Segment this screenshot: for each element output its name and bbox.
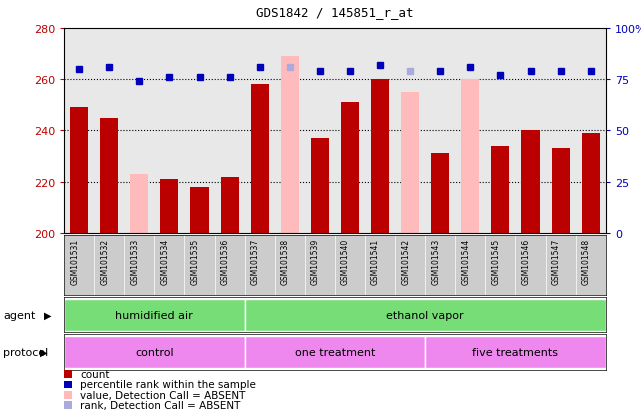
Text: GDS1842 / 145851_r_at: GDS1842 / 145851_r_at	[256, 6, 413, 19]
Text: GSM101536: GSM101536	[221, 238, 229, 285]
Bar	[251, 85, 269, 233]
Text: GSM101543: GSM101543	[431, 238, 440, 285]
Text: GSM101542: GSM101542	[401, 238, 410, 285]
Text: GSM101545: GSM101545	[492, 238, 501, 285]
Bar	[522, 131, 540, 233]
Text: GSM101535: GSM101535	[190, 238, 199, 285]
Bar	[130, 175, 148, 233]
Text: GSM101534: GSM101534	[160, 238, 169, 285]
Bar	[431, 154, 449, 233]
Bar	[221, 177, 238, 233]
Text: protocol: protocol	[3, 347, 49, 357]
Text: ethanol vapor: ethanol vapor	[387, 310, 464, 320]
Bar	[462, 80, 479, 233]
Bar	[581, 134, 600, 233]
Bar	[245, 299, 606, 331]
Text: GSM101544: GSM101544	[462, 238, 470, 285]
Bar	[492, 147, 510, 233]
Bar	[551, 149, 570, 233]
Text: ▶: ▶	[44, 310, 51, 320]
Text: value, Detection Call = ABSENT: value, Detection Call = ABSENT	[80, 390, 246, 400]
Bar	[425, 336, 606, 368]
Bar	[311, 139, 329, 233]
Text: GSM101547: GSM101547	[552, 238, 561, 285]
Text: control: control	[135, 347, 174, 357]
Bar	[281, 57, 299, 233]
Text: one treatment: one treatment	[295, 347, 375, 357]
Text: GSM101546: GSM101546	[522, 238, 531, 285]
Text: count: count	[80, 369, 110, 379]
Text: GSM101533: GSM101533	[130, 238, 139, 285]
Text: GSM101548: GSM101548	[581, 238, 591, 285]
Text: five treatments: five treatments	[472, 347, 558, 357]
Bar	[341, 103, 359, 233]
Text: GSM101531: GSM101531	[70, 238, 79, 285]
Bar	[401, 93, 419, 233]
Text: GSM101537: GSM101537	[251, 238, 260, 285]
Bar	[70, 108, 88, 233]
Bar	[100, 119, 118, 233]
Bar	[160, 180, 178, 233]
Bar	[64, 336, 245, 368]
Text: GSM101541: GSM101541	[371, 238, 380, 285]
Text: rank, Detection Call = ABSENT: rank, Detection Call = ABSENT	[80, 400, 240, 410]
Text: GSM101540: GSM101540	[341, 238, 350, 285]
Bar	[371, 80, 389, 233]
Bar	[245, 336, 425, 368]
Bar	[190, 188, 208, 233]
Text: humidified air: humidified air	[115, 310, 193, 320]
Text: GSM101532: GSM101532	[100, 238, 109, 285]
Text: ▶: ▶	[40, 347, 47, 357]
Text: agent: agent	[3, 310, 36, 320]
Bar	[64, 299, 245, 331]
Text: percentile rank within the sample: percentile rank within the sample	[80, 380, 256, 389]
Text: GSM101539: GSM101539	[311, 238, 320, 285]
Text: GSM101538: GSM101538	[281, 238, 290, 285]
